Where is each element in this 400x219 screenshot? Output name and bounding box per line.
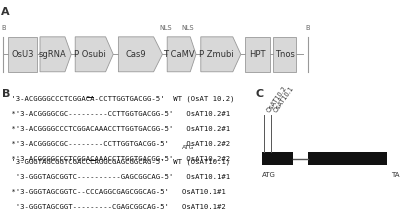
Text: A: A [1, 7, 10, 17]
Text: *'3-GGGTAGCGGTC--CCCAGGCGAGCGGCAG-5'   OsAT10.1#1: *'3-GGGTAGCGGTC--CCCAGGCGAGCGGCAG-5' OsA… [7, 189, 226, 195]
Text: HPT: HPT [249, 50, 266, 59]
Bar [245, 37, 270, 72]
Text: B: B [306, 25, 310, 31]
Bar [273, 37, 296, 72]
Text: sgRNA: sgRNA [39, 50, 66, 59]
Text: C: C [256, 89, 264, 99]
Polygon shape [167, 37, 196, 72]
Text: '3-GGGTAGCGGTC----------GAGCGGCAG-5'   OsAT10.1#1: '3-GGGTAGCGGTC----------GAGCGGCAG-5' OsA… [7, 174, 230, 180]
Bar [308, 152, 387, 165]
Text: NLS: NLS [181, 25, 194, 31]
Text: P Zmubi: P Zmubi [200, 50, 234, 59]
Text: Tnos: Tnos [275, 50, 295, 59]
Text: NLS: NLS [160, 25, 172, 31]
Text: *'3-ACGGGGCCCTCGGACAAACCTTGGTGACGG-5'   OsAT10.2#2: *'3-ACGGGGCCCTCGGACAAACCTTGGTGACGG-5' Os… [7, 156, 230, 162]
Polygon shape [40, 37, 71, 72]
Text: B: B [1, 25, 6, 31]
Text: ATG: ATG [262, 172, 276, 178]
Text: '3-GGGTAGCGGT---------CGAGCGGCAG-5'   OsAT10.1#2: '3-GGGTAGCGGT---------CGAGCGGCAG-5' OsAT… [7, 204, 226, 210]
Text: T CaMV: T CaMV [163, 50, 194, 59]
Text: *'3-ACGGGGCGC--------CCTTGGTGACGG-5'    OsAT10.2#2: *'3-ACGGGGCGC--------CCTTGGTGACGG-5' OsA… [7, 141, 230, 147]
Polygon shape [75, 37, 113, 72]
Text: '3-ACGGGGCCCTCGGACA-CCTTGGTGACGG-5'  WT (OsAT 10.2): '3-ACGGGGCCCTCGGACA-CCTTGGTGACGG-5' WT (… [7, 95, 234, 102]
Text: P Osubi: P Osubi [74, 50, 106, 59]
Text: OsAT10.1: OsAT10.1 [272, 85, 295, 114]
Text: OsAT10.2: OsAT10.2 [265, 85, 288, 114]
Text: B: B [2, 89, 10, 99]
Text: OsU3: OsU3 [11, 50, 34, 59]
Text: TAA: TAA [391, 172, 400, 178]
Polygon shape [201, 37, 241, 72]
Polygon shape [118, 37, 162, 72]
Bar [262, 152, 294, 165]
Text: *'3-ACGGGGCGC---------CCTTGGTGACGG-5'   OsAT10.2#1: *'3-ACGGGGCGC---------CCTTGGTGACGG-5' Os… [7, 111, 230, 117]
Text: Cas9: Cas9 [126, 50, 146, 59]
Text: *'3-ACGGGGCCCTCGGACAAACCTTGGTGACGG-5'   OsAT10.2#1: *'3-ACGGGGCCCTCGGACAAACCTTGGTGACGG-5' Os… [7, 126, 230, 132]
Bar [8, 37, 37, 72]
Text: '3-GGGTAGCGGTCGACCCAGGCGAGCGGCAG-5'  WT (OsAT10.1): '3-GGGTAGCGGTCGACCCAGGCGAGCGGCAG-5' WT (… [7, 159, 230, 165]
Text: ATG: ATG [182, 145, 195, 150]
